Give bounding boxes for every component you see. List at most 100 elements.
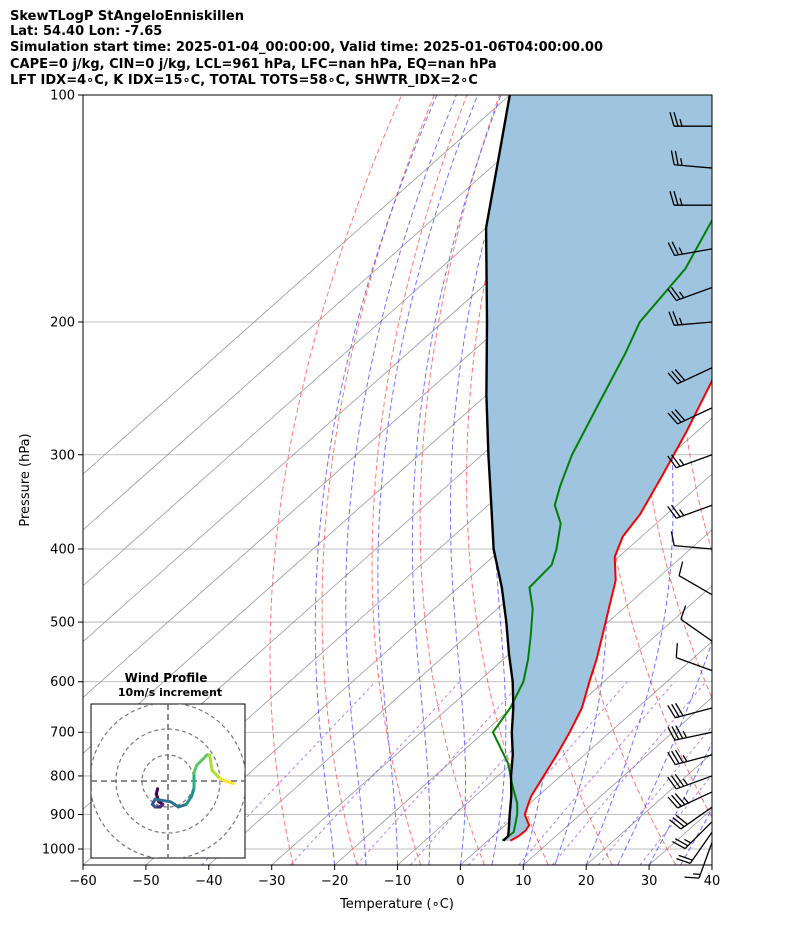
wind-barb-staff: [674, 321, 713, 326]
hodograph-segment: [153, 797, 173, 804]
wind-barb-flag: [671, 241, 680, 256]
wind-barb: [670, 531, 713, 550]
x-tick-label: 40: [704, 874, 721, 889]
wind-barb-staff: [689, 831, 713, 864]
wind-barb-staff: [676, 504, 713, 519]
wind-barb-flag: [670, 150, 675, 165]
wind-barb-flag: [673, 191, 679, 206]
wind-barb-half-flag: [679, 458, 685, 466]
wind-barb-staff: [674, 164, 713, 169]
cape-cin-shading: [486, 95, 712, 841]
wind-barb-flag: [674, 369, 686, 381]
wind-barb-staff: [678, 575, 713, 596]
y-tick-label: 900: [50, 808, 75, 823]
dry-adiabat: [321, 95, 435, 865]
hodograph-segment: [169, 800, 180, 809]
hodograph-segment: [195, 753, 209, 767]
dry-adiabat: [715, 95, 794, 865]
wind-barb-half-flag: [682, 730, 688, 738]
wind-barb-flag: [670, 286, 681, 300]
wind-barb-flag: [667, 726, 676, 741]
wind-barb-flag: [671, 410, 682, 423]
y-axis-label: Pressure (hPa): [18, 433, 33, 526]
wind-barb-flag: [674, 749, 684, 763]
wind-barb-staff: [684, 821, 713, 850]
wind-barb-flag: [674, 702, 684, 717]
wind-barb: [668, 311, 713, 326]
chart-title-indices: CAPE=0 j/kg, CIN=0 j/kg, LCL=961 hPa, LF…: [10, 57, 497, 72]
wind-barb-flag: [674, 793, 686, 806]
wind-barb-half-flag: [682, 778, 689, 786]
wind-barb-half-flag: [679, 509, 685, 516]
parcel-profile-line: [484, 95, 515, 842]
wind-barb: [678, 561, 713, 596]
wind-barb-staff: [677, 407, 713, 425]
wind-barb-flag: [674, 838, 689, 847]
wind-barb: [680, 605, 713, 642]
wind-barb-flag: [667, 704, 676, 719]
x-tick-label: 10: [515, 874, 532, 889]
wind-barb-half-flag: [682, 754, 688, 762]
wind-barb-staff: [674, 248, 713, 257]
isotherm-line: [83, 95, 511, 475]
wind-barb-flag: [670, 775, 681, 788]
moist-adiabat: [711, 864, 712, 865]
x-axis-label: Temperature (∘C): [339, 897, 454, 912]
wind-barb-flag: [671, 794, 682, 807]
wind-barb-flag: [669, 819, 682, 830]
wind-barb-flag: [675, 643, 678, 658]
wind-barb-flag: [678, 854, 693, 861]
hodograph-segment: [223, 779, 235, 786]
y-tick-label: 400: [50, 542, 75, 557]
wind-barb: [669, 806, 713, 830]
isotherm-line: [334, 529, 712, 865]
isotherm-line: [460, 641, 712, 865]
chart-title-latlon: Lat: 54.40 Lon: -7.65: [10, 24, 163, 39]
isotherm-line: [271, 473, 712, 865]
chart-title-stability: LFT IDX=4∘C, K IDX=15∘C, TOTAL TOTS=58∘C…: [10, 73, 478, 88]
moist-adiabat: [648, 741, 712, 865]
x-tick-label: 20: [578, 874, 595, 889]
wind-barb: [667, 725, 713, 741]
wind-barb-staff: [676, 454, 713, 469]
wind-barb-flag: [684, 876, 700, 879]
wind-barb: [670, 150, 713, 169]
hodograph-subtitle: 10m/s increment: [118, 686, 222, 699]
wind-barb-flag: [674, 409, 686, 422]
wind-barb-staff: [675, 754, 713, 766]
wind-barb: [667, 454, 713, 469]
chart-title-times: Simulation start time: 2025-01-04_00:00:…: [10, 40, 603, 55]
wind-barb-staff: [675, 707, 713, 719]
hodograph-segment: [210, 769, 222, 780]
wind-barb-flag: [670, 454, 681, 467]
wind-barb-staff: [676, 775, 713, 790]
mixing-ratio-line: [355, 681, 523, 865]
x-tick-label: −20: [321, 874, 348, 889]
wind-barb-staff: [677, 791, 713, 809]
wind-barb-half-flag: [679, 291, 685, 299]
dry-adiabat: [596, 95, 712, 819]
y-tick-label: 100: [50, 89, 75, 104]
dry-adiabat: [419, 95, 500, 865]
wind-barb-flag: [674, 150, 679, 166]
wind-barb-half-flag: [680, 158, 683, 166]
x-tick-label: 0: [456, 874, 464, 889]
wind-barb-flag: [667, 455, 677, 469]
moist-adiabat: [411, 95, 502, 865]
x-tick-label: −60: [69, 874, 96, 889]
wind-barb-flag: [667, 796, 679, 809]
wind-barb: [667, 702, 713, 719]
wind-barb-staff: [674, 545, 713, 550]
hodograph-title: Wind Profile: [125, 671, 208, 685]
moist-adiabat: [450, 95, 528, 865]
wind-barb-flag: [671, 370, 682, 383]
wind-barb-flag: [667, 412, 679, 425]
isotherm-line: [523, 696, 712, 865]
wind-barb: [667, 367, 713, 385]
wind-barb-flag: [668, 311, 675, 326]
mixing-ratio-line: [290, 681, 461, 865]
chart-axes: −60 −50 −40 −30 −20 −10 0 10 20 30 40 1000 900 800 700…: [42, 89, 720, 890]
moist-adiabat: [314, 95, 438, 865]
wind-barb-flag: [672, 311, 679, 326]
